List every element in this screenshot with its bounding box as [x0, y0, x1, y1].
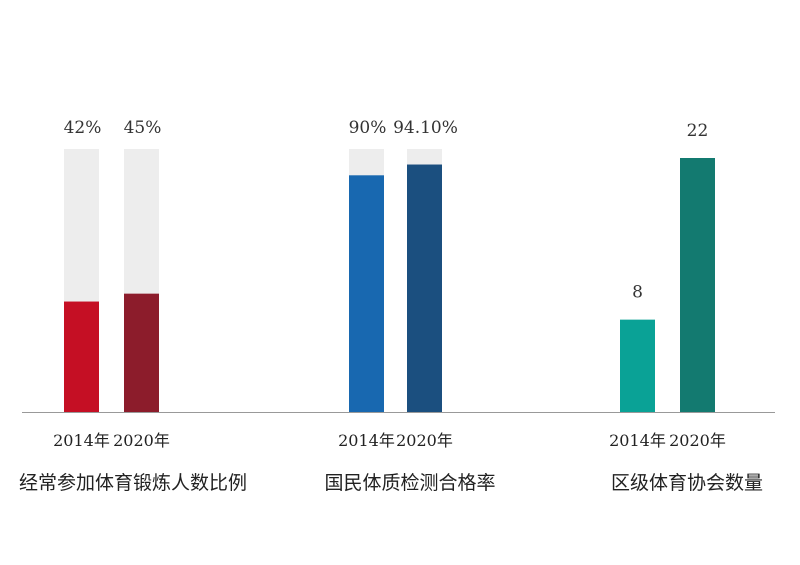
group-label: 国民体质检测合格率: [324, 472, 495, 494]
x-tick-label: 2014年: [53, 431, 110, 450]
data-label: 45%: [124, 118, 162, 138]
data-label: 42%: [64, 118, 102, 138]
data-label: 90%: [349, 118, 387, 138]
bar: [620, 319, 655, 412]
bar: [407, 164, 442, 412]
group-label: 区级体育协会数量: [611, 472, 763, 494]
data-label: 8: [632, 283, 643, 303]
x-tick-label: 2020年: [113, 431, 170, 450]
bar: [680, 158, 715, 412]
data-label: 22: [687, 121, 709, 141]
x-tick-label: 2020年: [669, 431, 726, 450]
bar: [349, 175, 384, 412]
x-tick-label: 2014年: [338, 431, 395, 450]
group-label: 经常参加体育锻炼人数比例: [19, 472, 247, 494]
data-label: 94.10%: [393, 118, 458, 138]
bar: [64, 301, 99, 412]
x-tick-label: 2014年: [609, 431, 666, 450]
bar: [124, 293, 159, 412]
x-tick-label: 2020年: [396, 431, 453, 450]
